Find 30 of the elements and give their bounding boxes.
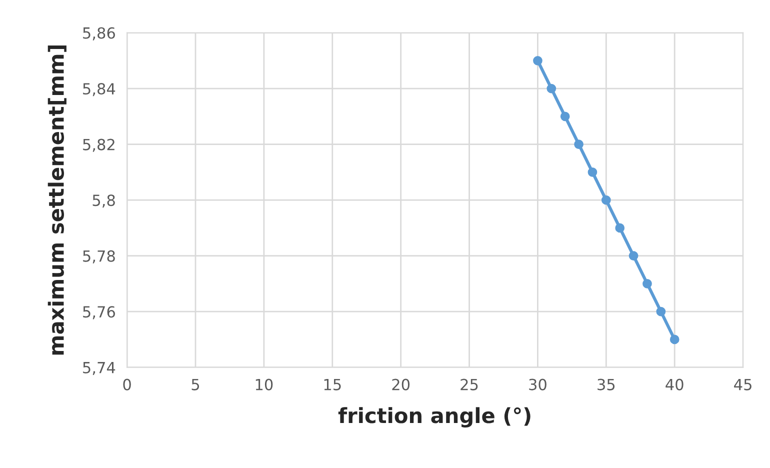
y-tick-label: 5,84: [83, 82, 116, 96]
x-tick-label: 45: [734, 378, 752, 390]
point: [642, 279, 652, 288]
x-tick-label: 20: [392, 378, 410, 390]
y-axis-title: maximum settlement[mm]: [48, 46, 66, 355]
x-tick-label: 30: [529, 378, 546, 390]
x-tick-label: 15: [324, 378, 341, 390]
y-tick-label: 5,74: [83, 362, 116, 375]
y-tick-label: 5,82: [83, 138, 114, 152]
x-tick-label: 0: [123, 378, 131, 390]
y-tick-label: 5,76: [83, 306, 115, 320]
point: [588, 168, 598, 177]
x-tick-label: 5: [192, 378, 200, 390]
point: [628, 251, 638, 261]
point: [560, 112, 570, 122]
point: [533, 56, 542, 66]
x-tick-label: 40: [666, 378, 684, 390]
point: [656, 306, 666, 316]
x-tick-label: 35: [598, 378, 615, 390]
point: [670, 334, 680, 344]
point: [615, 223, 625, 233]
y-tick-label: 5,8: [92, 194, 115, 208]
x-axis-title: friction angle (°): [338, 407, 530, 428]
x-tick-label: 10: [256, 378, 273, 390]
point: [546, 84, 556, 94]
y-tick-label: 5,78: [83, 250, 115, 264]
point: [574, 140, 584, 149]
y-tick-label: 5,86: [83, 27, 115, 40]
x-tick-label: 25: [460, 378, 478, 390]
point: [601, 195, 611, 205]
